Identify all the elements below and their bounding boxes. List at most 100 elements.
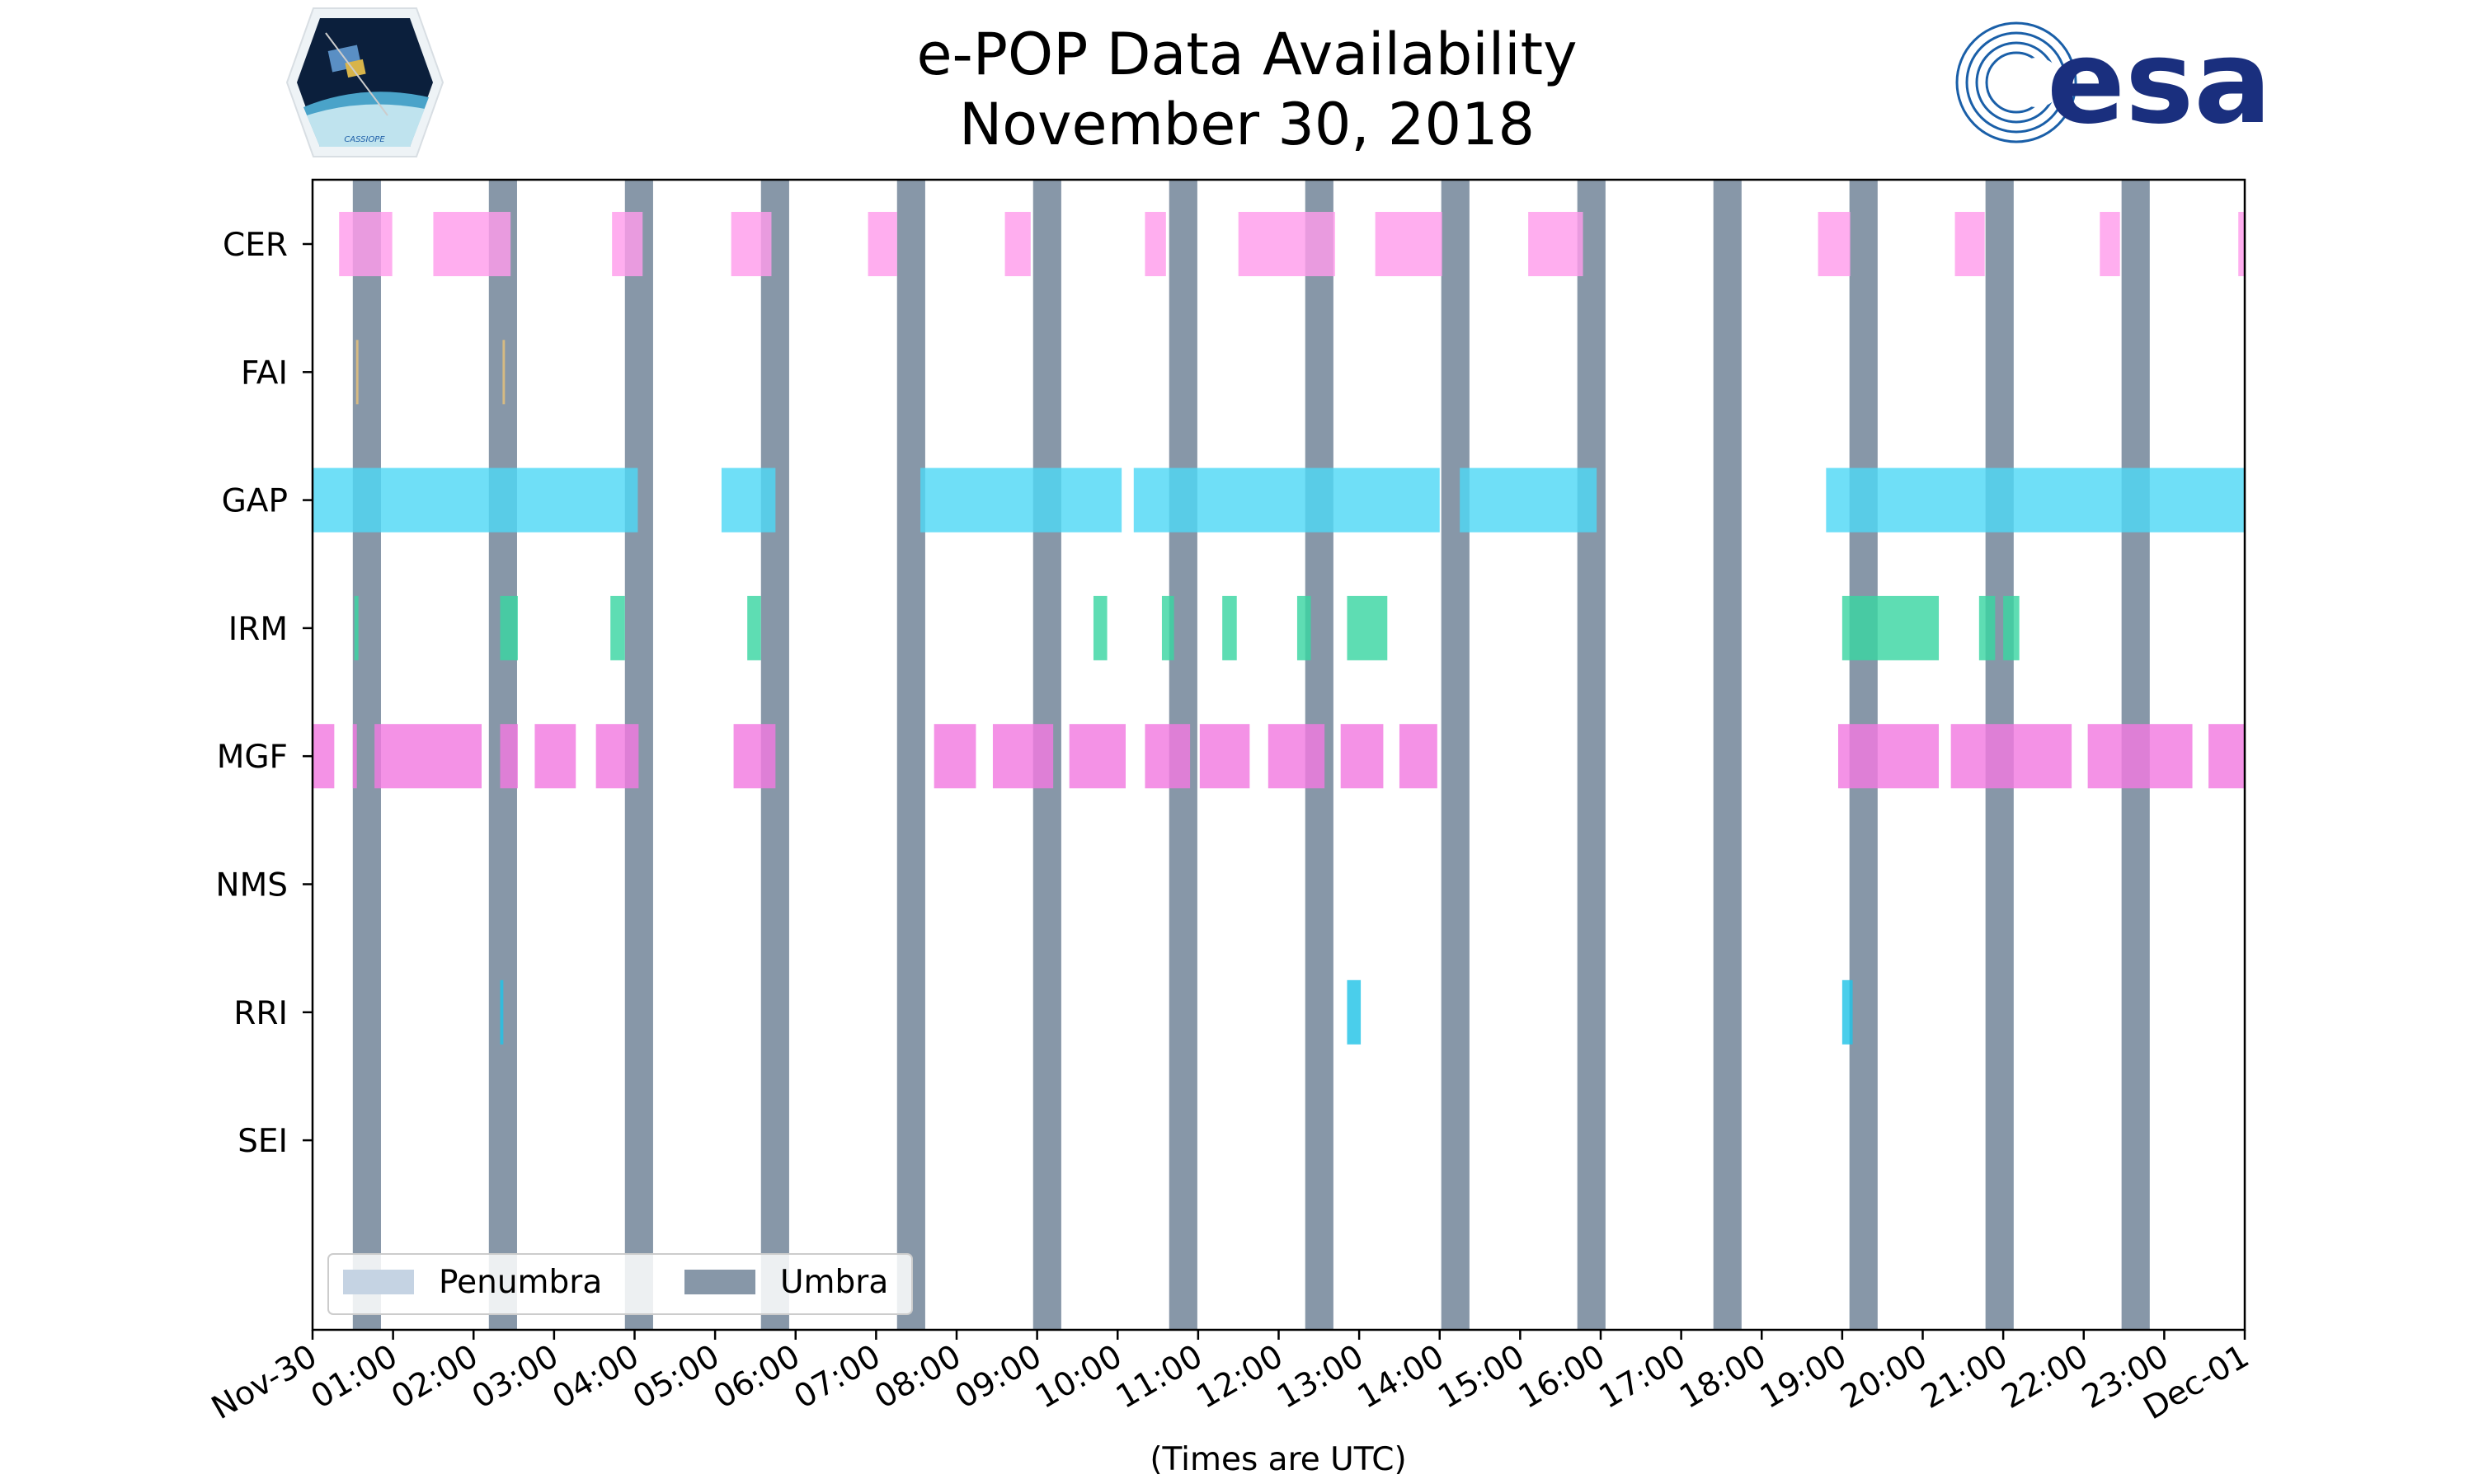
legend-label-umbra: Umbra: [780, 1264, 888, 1301]
mgf-bar-4: [534, 724, 576, 789]
cer-bar-2: [612, 212, 643, 276]
mgf-bar-5: [595, 724, 639, 789]
mgf-bar-14: [1399, 724, 1437, 789]
chart-title-line-1: e-POP Data Availability: [916, 21, 1577, 88]
irm-bar-5: [1161, 595, 1174, 660]
irm-bar-0: [354, 595, 359, 660]
umbra-bands: [352, 180, 2150, 1330]
y-tick-label-mgf: MGF: [217, 739, 288, 776]
legend-swatch-penumbra: [343, 1270, 414, 1294]
legend-label-penumbra: Penumbra: [439, 1264, 602, 1301]
umbra-band-8: [1441, 180, 1470, 1330]
gap-bar-3: [1133, 467, 1440, 533]
y-tick-label-irm: IRM: [228, 611, 288, 648]
x-tick-label-8: 08:00: [868, 1338, 967, 1416]
x-tick-label-1: 01:00: [305, 1338, 404, 1416]
instrument-availability-bars: [313, 212, 2245, 1045]
cer-bar-1: [433, 212, 511, 276]
x-tick-label-13: 13:00: [1271, 1338, 1370, 1416]
x-tick-label-15: 15:00: [1432, 1338, 1531, 1416]
x-axis: Nov-3001:0002:0003:0004:0005:0006:0007:0…: [205, 1330, 2255, 1427]
irm-bar-4: [1093, 595, 1108, 660]
y-tick-label-fai: FAI: [241, 355, 288, 392]
irm-bar-11: [2003, 595, 2020, 660]
mgf-bar-2: [374, 724, 482, 789]
x-axis-label: (Times are UTC): [1150, 1441, 1406, 1478]
chart-title-line-2: November 30, 2018: [959, 91, 1535, 158]
legend-box: [327, 1253, 913, 1315]
gap-bar-5: [1826, 467, 2245, 533]
x-tick-label-3: 03:00: [466, 1338, 565, 1416]
cassiope-logo: CASSIOPE: [285, 7, 444, 157]
mgf-bar-9: [1069, 724, 1126, 789]
umbra-band-9: [1577, 180, 1606, 1330]
irm-bar-2: [610, 595, 625, 660]
cer-bar-11: [1954, 212, 1985, 276]
mgf-bar-7: [934, 724, 976, 789]
x-tick-label-18: 18:00: [1673, 1338, 1772, 1416]
mgf-bar-8: [992, 724, 1054, 789]
x-tick-label-4: 04:00: [547, 1338, 646, 1416]
x-tick-label-7: 07:00: [788, 1338, 887, 1416]
gap-bar-1: [721, 467, 776, 533]
irm-bar-8: [1347, 595, 1388, 660]
mgf-bar-1: [352, 724, 357, 789]
irm-bar-3: [747, 595, 761, 660]
x-tick-label-11: 11:00: [1110, 1338, 1209, 1416]
x-tick-label-0: Nov-30: [205, 1338, 323, 1427]
y-tick-label-sei: SEI: [238, 1123, 288, 1160]
fai-bar-1: [502, 340, 506, 405]
gap-bar-4: [1460, 467, 1597, 533]
cer-bar-0: [339, 212, 393, 276]
cer-bar-5: [1004, 212, 1031, 276]
cer-bar-12: [2100, 212, 2120, 276]
mgf-bar-16: [1950, 724, 2072, 789]
rri-bar-2: [1841, 979, 1853, 1045]
mgf-bar-18: [2208, 724, 2245, 789]
fai-bar-0: [355, 340, 359, 405]
irm-bar-6: [1222, 595, 1237, 660]
y-axis: CER FAI GAP IRM MGF NMS RRI SEI: [215, 227, 313, 1160]
x-tick-label-20: 20:00: [1835, 1338, 1934, 1416]
cassiope-logo-caption: CASSIOPE: [344, 135, 385, 144]
x-tick-label-19: 19:00: [1754, 1338, 1853, 1416]
mgf-bar-6: [733, 724, 776, 789]
irm-bar-1: [500, 595, 518, 660]
mgf-bar-17: [2087, 724, 2193, 789]
x-tick-label-22: 22:00: [1996, 1338, 2095, 1416]
cer-bar-6: [1145, 212, 1166, 276]
mgf-bar-11: [1199, 724, 1250, 789]
x-tick-label-14: 14:00: [1352, 1338, 1451, 1416]
legend-swatch-umbra: [684, 1270, 755, 1294]
esa-logo: esa: [1955, 16, 2272, 150]
mgf-bar-12: [1268, 724, 1325, 789]
y-tick-label-cer: CER: [223, 227, 288, 264]
irm-bar-7: [1296, 595, 1311, 660]
cer-bar-13: [2238, 212, 2245, 276]
y-tick-label-gap: GAP: [222, 483, 288, 520]
umbra-band-10: [1713, 180, 1742, 1330]
mgf-bar-15: [1837, 724, 1940, 789]
umbra-band-4: [896, 180, 925, 1330]
cer-bar-10: [1818, 212, 1851, 276]
irm-bar-9: [1841, 595, 1940, 660]
cer-bar-9: [1528, 212, 1583, 276]
gap-bar-2: [920, 467, 1122, 533]
cer-bar-4: [868, 212, 897, 276]
x-tick-label-9: 09:00: [949, 1338, 1048, 1416]
x-tick-label-10: 10:00: [1029, 1338, 1128, 1416]
mgf-bar-10: [1145, 724, 1191, 789]
esa-logo-text: esa: [2047, 16, 2272, 150]
legend: Penumbra Umbra: [327, 1253, 913, 1315]
mgf-bar-0: [313, 724, 335, 789]
x-tick-label-12: 12:00: [1191, 1338, 1290, 1416]
rri-bar-1: [1347, 979, 1362, 1045]
mgf-bar-3: [500, 724, 518, 789]
mgf-bar-13: [1340, 724, 1384, 789]
y-tick-label-nms: NMS: [215, 867, 288, 904]
rri-bar-0: [500, 979, 504, 1045]
y-tick-label-rri: RRI: [233, 995, 288, 1032]
x-tick-label-17: 17:00: [1593, 1338, 1692, 1416]
cer-bar-3: [731, 212, 772, 276]
